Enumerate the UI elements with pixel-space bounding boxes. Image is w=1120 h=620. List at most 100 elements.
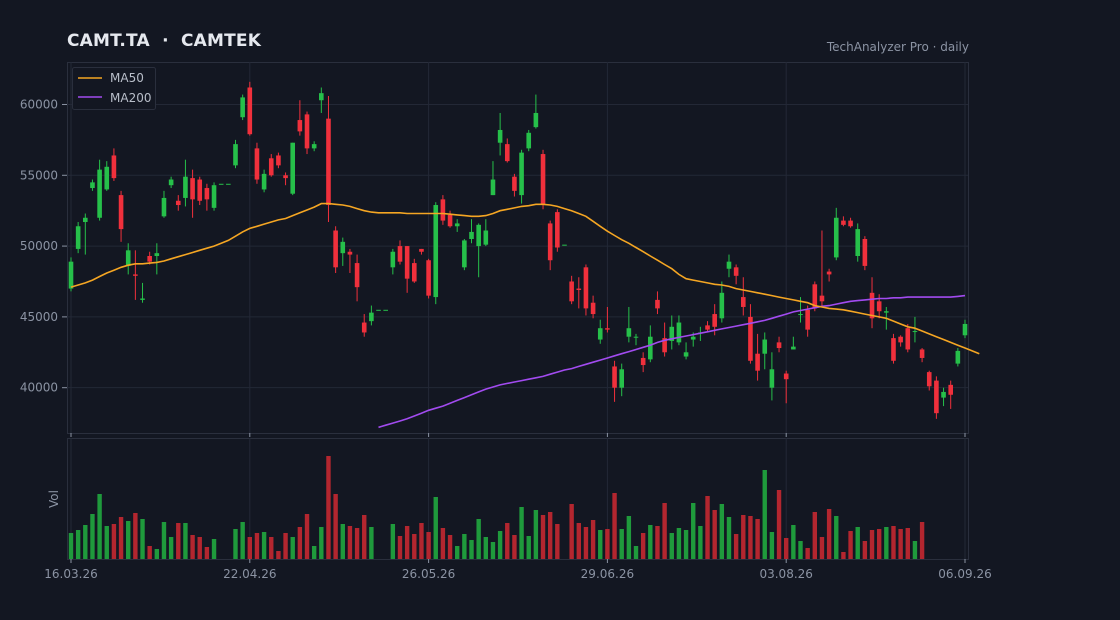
volume-bar	[254, 533, 260, 559]
candle	[397, 240, 403, 265]
candle	[390, 248, 396, 275]
candle-body	[569, 281, 574, 302]
candle	[762, 332, 768, 370]
candle	[626, 306, 632, 343]
candle-body	[133, 274, 138, 276]
candle-body	[90, 182, 95, 189]
candle	[640, 352, 646, 373]
candle-body	[326, 118, 331, 206]
candle	[555, 209, 560, 252]
volume-bar	[276, 551, 281, 559]
candle-body	[304, 114, 310, 149]
candle-body	[247, 87, 253, 135]
candle	[919, 348, 925, 363]
candle	[755, 333, 760, 381]
candle-body	[776, 342, 782, 349]
candle	[83, 213, 88, 255]
candle-body	[469, 231, 474, 240]
x-tick-label: 29.06.26	[581, 567, 634, 581]
candle	[75, 222, 81, 254]
volume-bar	[147, 546, 152, 559]
volume-bar	[168, 537, 174, 559]
candle-body	[476, 224, 481, 247]
candle	[526, 129, 532, 152]
candle	[898, 335, 903, 347]
candle-body	[934, 380, 939, 414]
candle	[748, 304, 753, 364]
volume-bar	[841, 552, 846, 559]
candle-body	[769, 369, 775, 388]
volume-bar	[519, 507, 524, 559]
volume-bar	[197, 537, 202, 559]
volume-bar	[233, 529, 238, 559]
candle-body	[390, 251, 396, 268]
candle	[848, 217, 853, 228]
volume-bar	[626, 516, 632, 559]
candle-body	[583, 267, 589, 309]
volume-bar	[347, 526, 353, 559]
candle	[805, 305, 810, 337]
candle	[891, 333, 896, 364]
candle	[276, 152, 281, 169]
volume-bar	[412, 534, 417, 559]
candle	[454, 219, 460, 232]
y-tick-label: 55000	[20, 168, 58, 182]
volume-bar	[905, 528, 910, 559]
volume-bar	[576, 523, 581, 559]
candle	[726, 254, 732, 278]
candle	[841, 216, 846, 227]
candle	[948, 380, 953, 409]
volume-bar	[483, 537, 489, 559]
candle-body	[891, 338, 896, 361]
candle-body	[619, 369, 625, 388]
candle-body	[333, 230, 338, 268]
candle-body	[683, 352, 689, 357]
candle-body	[376, 309, 381, 311]
ma200-line	[378, 294, 966, 429]
candle	[383, 309, 388, 311]
candle	[340, 237, 346, 266]
candle-body	[626, 328, 632, 337]
volume-bar	[204, 547, 210, 559]
candle	[540, 149, 546, 210]
candle	[633, 333, 639, 346]
candle-body	[755, 353, 760, 371]
candle-body	[669, 326, 675, 341]
candle-body	[354, 263, 360, 288]
volume-bar	[619, 529, 624, 559]
candle-body	[75, 226, 81, 249]
volume-bar	[798, 541, 803, 559]
candle	[504, 138, 510, 163]
candle-body	[555, 212, 560, 248]
candle	[133, 250, 138, 300]
candle-body	[240, 97, 245, 118]
candle-body	[962, 323, 968, 336]
grid	[67, 62, 968, 559]
chart-subtitle: TechAnalyzer Pro · daily	[826, 40, 969, 54]
candle-body	[762, 339, 768, 354]
candle-body	[268, 158, 274, 176]
candle-body	[590, 302, 596, 315]
volume-bar	[540, 515, 546, 559]
candle	[376, 309, 381, 311]
volume-bar	[819, 537, 825, 559]
volume-bar	[848, 531, 853, 559]
candle-body	[640, 357, 646, 366]
candle-body	[876, 301, 882, 312]
candle	[104, 161, 110, 191]
volume-bar	[826, 509, 832, 559]
candle-body	[233, 144, 238, 166]
volume-bar	[476, 519, 481, 559]
candle-body	[919, 349, 925, 358]
volume-bar	[240, 522, 245, 559]
candle	[354, 254, 360, 302]
candle	[733, 264, 739, 285]
candle	[433, 202, 439, 305]
candle-body	[297, 120, 303, 132]
volume-bar	[755, 519, 760, 559]
volume-bar	[719, 504, 725, 559]
candle-body	[276, 155, 281, 166]
candle	[411, 258, 417, 283]
candle	[190, 169, 195, 218]
volume-bar	[447, 535, 453, 559]
